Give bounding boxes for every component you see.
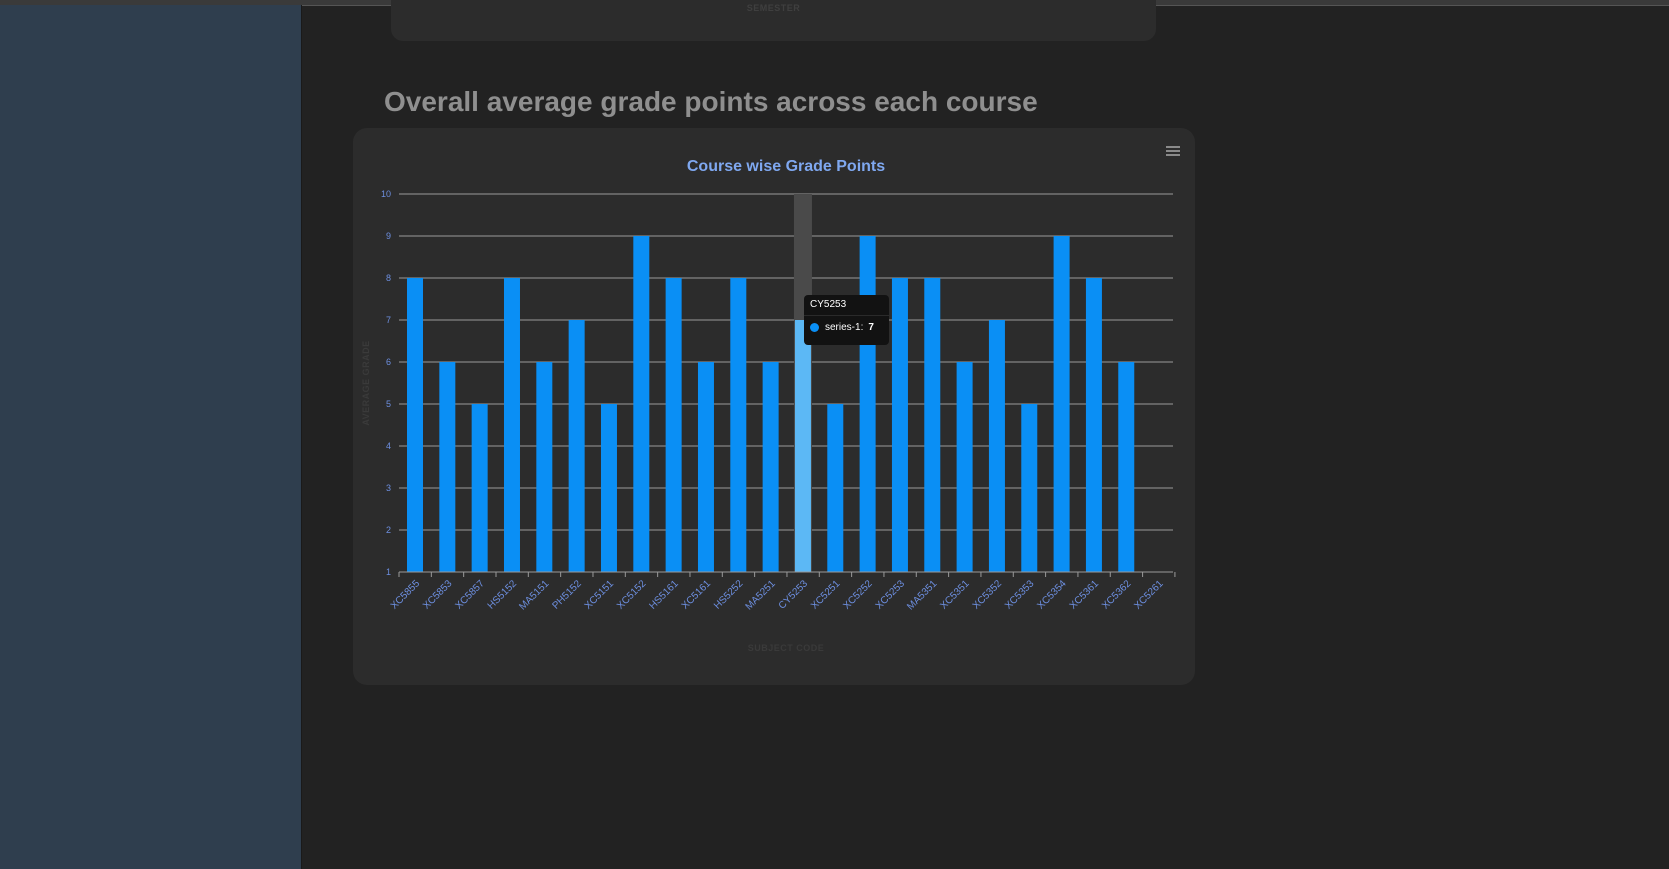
bar-xc5352 [988,320,1005,572]
bar-xc5353 [1021,404,1038,572]
bar-hs5161 [665,278,682,572]
x-tick-label: XC5353 [1003,578,1037,612]
y-tick-label: 2 [386,525,391,535]
x-tick-label: XC5152 [615,578,649,612]
y-axis-title: AVERAGE GRADE [361,340,371,425]
tooltip-value: 7 [868,322,874,333]
y-tick-label: 7 [386,315,391,325]
y-tick-label: 8 [386,273,391,283]
x-tick-label: XC5252 [841,578,875,612]
series-marker-icon [810,323,819,332]
chart-title: Course wise Grade Points [687,158,885,175]
x-tick-label: HS5161 [647,578,681,612]
previous-chart-xaxis-label: SEMESTER [746,3,801,13]
y-tick-label: 4 [386,441,391,451]
x-tick-label: XC5354 [1035,578,1069,612]
y-tick-label: 3 [386,483,391,493]
bar-xc5354 [1053,236,1070,572]
bar-hs5252 [730,278,747,572]
x-tick-label: HS5152 [486,578,520,612]
y-tick-label: 5 [386,399,391,409]
x-tick-label: XC5151 [583,578,617,612]
bar-xc5251 [827,404,844,572]
x-tick-label: XC5855 [389,578,423,612]
x-tick-label: XC5251 [809,578,843,612]
bar-ma5251 [762,362,779,572]
bar-ph5152 [568,320,585,572]
x-tick-label: XC5857 [453,578,487,612]
bar-xc5853 [439,362,456,572]
bar-xc5252 [859,236,876,572]
x-tick-label: XC5853 [421,578,455,612]
bar-xc5855 [407,278,423,572]
x-tick-label: MA5351 [905,578,939,612]
y-tick-label: 1 [386,567,391,577]
x-tick-label: XC5253 [874,578,908,612]
x-tick-label: HS5252 [712,578,746,612]
bar-ma5151 [536,362,553,572]
chart-tooltip: CY5253 series-1: 7 [804,295,889,345]
x-tick-label: XC5161 [680,578,714,612]
x-axis-title: SUBJECT CODE [748,643,825,653]
hamburger-menu-icon[interactable] [1166,146,1180,156]
bar-xc5161 [697,362,714,572]
x-tick-label: XC5352 [971,578,1005,612]
x-tick-label: MA5151 [517,578,551,612]
bar-xc5152 [633,236,650,572]
chart-card: Course wise Grade Points 1 2 3 4 5 6 7 8 9 10 XC585… [353,128,1195,685]
x-tick-label: MA5251 [744,578,778,612]
y-tick-label: 9 [386,231,391,241]
bar-cy5253 [794,320,811,572]
bar-xc5361 [1085,278,1102,572]
bar-ma5351 [924,278,941,572]
tooltip-series-row: series-1: 7 [804,316,889,339]
x-tick-label: XC5261 [1132,578,1166,612]
bar-xc5857 [471,404,488,572]
bar-hs5152 [503,278,520,572]
tooltip-series-label: series-1: [825,322,864,333]
bar-chart: Course wise Grade Points 1 2 3 4 5 6 7 8 9 10 XC585… [361,158,1176,653]
bar-xc5362 [1118,362,1135,572]
bar-xc5151 [600,404,617,572]
section-title: Overall average grade points across each… [384,86,1038,117]
x-tick-label: XC5361 [1068,578,1102,612]
bar-xc5253 [891,278,908,572]
x-tick-label: XC5362 [1100,578,1134,612]
x-tick-label: CY5253 [777,578,811,612]
tooltip-title: CY5253 [804,295,889,316]
y-tick-label: 6 [386,357,391,367]
sidebar [0,5,302,869]
x-tick-label: PH5152 [550,578,584,612]
x-tick-label: XC5351 [938,578,972,612]
previous-chart-card: SEMESTER [391,0,1156,41]
bar-xc5351 [956,362,973,572]
y-tick-label: 10 [381,189,391,199]
